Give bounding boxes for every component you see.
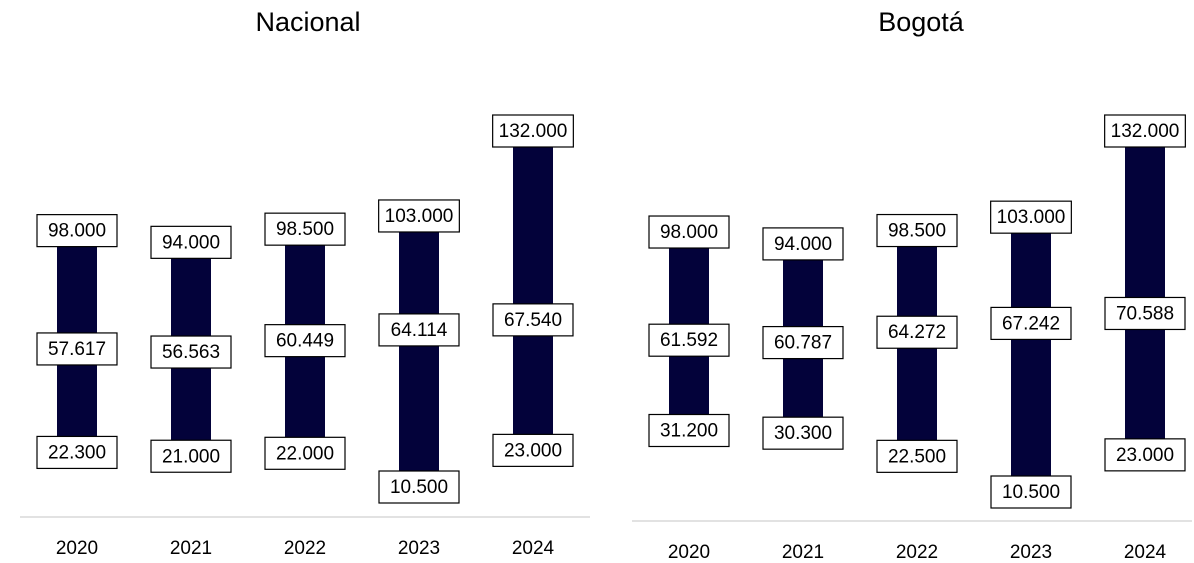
x-tick-label: 2024 [512, 538, 555, 559]
value-label-box [492, 433, 574, 467]
value-label-box [36, 214, 118, 248]
value-label-box [762, 227, 844, 261]
chart-panel: Bogotá 2020 98.000 61.592 31.200 2021 94.000 60… [632, 7, 1192, 563]
value-label: 21.000 [162, 446, 220, 467]
value-label: 10.500 [1002, 482, 1060, 503]
range-bar [399, 215, 439, 487]
value-label-box [150, 225, 232, 259]
value-label: 98.000 [660, 222, 718, 243]
x-tick-label: 2023 [398, 538, 440, 559]
chart-title: Bogotá [878, 7, 965, 37]
chart-title: Nacional [255, 7, 360, 37]
value-label: 132.000 [499, 121, 568, 142]
value-label: 60.787 [774, 333, 832, 354]
value-label-box [990, 306, 1072, 341]
x-tick-label: 2023 [1010, 542, 1052, 563]
value-label-box [648, 413, 730, 448]
value-label: 23.000 [504, 440, 562, 461]
chart-panel: Nacional 2020 98.000 57.617 22.300 2021 94.000… [20, 7, 590, 559]
value-label-box [990, 200, 1072, 234]
value-label-box [264, 436, 346, 470]
x-tick-label: 2022 [284, 538, 326, 559]
value-label-box [378, 199, 460, 233]
value-label: 94.000 [774, 234, 832, 255]
value-label: 103.000 [385, 206, 454, 227]
value-label: 10.500 [390, 477, 448, 498]
value-label-box [492, 303, 574, 337]
value-label-box [264, 212, 346, 246]
value-label-box [876, 315, 958, 349]
x-tick-label: 2022 [896, 542, 938, 563]
value-label-box [1104, 114, 1186, 148]
value-label-box [648, 323, 730, 357]
value-label-box [150, 335, 232, 369]
value-label-box [1104, 296, 1186, 331]
range-bar [513, 131, 553, 451]
value-label: 67.242 [1002, 313, 1060, 334]
value-label-box [876, 439, 958, 473]
value-label-box [492, 114, 574, 148]
value-label: 98.000 [48, 221, 106, 242]
value-label: 60.449 [276, 331, 334, 352]
value-label: 56.563 [162, 342, 220, 363]
value-label-box [378, 313, 460, 347]
value-label-box [1104, 438, 1186, 472]
value-label: 70.588 [1116, 303, 1174, 324]
value-label: 67.540 [504, 310, 562, 331]
value-label: 57.617 [48, 339, 106, 360]
value-label-box [762, 325, 844, 360]
value-label: 31.200 [660, 421, 718, 442]
x-tick-label: 2021 [782, 542, 824, 563]
value-label-box [648, 215, 730, 249]
value-label-box [876, 213, 958, 248]
value-label-box [762, 416, 844, 450]
x-tick-label: 2021 [170, 538, 212, 559]
value-label: 23.000 [1116, 445, 1174, 466]
value-label: 61.592 [660, 330, 718, 351]
value-label: 22.500 [888, 446, 946, 467]
value-label: 22.300 [48, 442, 106, 463]
value-label-box [150, 439, 232, 473]
value-label: 94.000 [162, 232, 220, 253]
value-label: 22.000 [276, 443, 334, 464]
x-tick-label: 2020 [668, 542, 710, 563]
value-label-box [36, 332, 118, 366]
value-label: 103.000 [997, 207, 1066, 228]
x-tick-label: 2020 [56, 538, 98, 559]
value-label-box [990, 475, 1072, 509]
value-label: 98.500 [888, 221, 946, 242]
value-label: 64.272 [888, 322, 946, 343]
range-bar [1125, 131, 1165, 455]
value-label-box [264, 324, 346, 358]
value-label: 132.000 [1111, 121, 1180, 142]
x-tick-label: 2024 [1124, 542, 1167, 563]
value-label: 30.300 [774, 423, 832, 444]
range-bar [1011, 217, 1051, 492]
value-label-box [36, 435, 118, 470]
value-label: 98.500 [276, 219, 334, 240]
value-label-box [378, 470, 460, 504]
value-label: 64.114 [391, 320, 448, 341]
